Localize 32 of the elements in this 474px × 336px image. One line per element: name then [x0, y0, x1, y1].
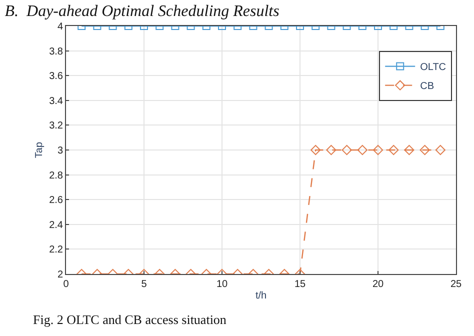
point [404, 144, 414, 156]
point [326, 144, 336, 156]
y-tick-label: 2 [57, 270, 64, 280]
x-tick-label: 5 [141, 279, 148, 290]
x-axis-title: t/h [255, 290, 267, 302]
point [372, 144, 384, 156]
y-tick-label: 3 [57, 146, 64, 156]
x-tick-label: 15 [294, 279, 306, 290]
y-tick-label: 3.6 [49, 71, 64, 82]
y-tick-label: 4 [57, 22, 64, 32]
x-tick-label: 0 [63, 279, 70, 290]
point [310, 144, 321, 156]
legend-label: OLTC [420, 62, 446, 74]
point [420, 144, 430, 156]
point [342, 144, 352, 156]
y-tick-label: 2.2 [49, 244, 64, 256]
y-tick-label: 2.4 [49, 220, 64, 231]
y-tick-label: 3.8 [49, 46, 64, 58]
y-tick-label: 2.6 [49, 195, 64, 206]
chart-title: B. Day-ahead Optimal Scheduling Results [4, 3, 280, 20]
x-tick-label: 10 [216, 279, 228, 290]
point [388, 144, 399, 156]
x-tick-label: 25 [450, 279, 462, 290]
point [435, 144, 446, 156]
caption: Fig. 2 OLTC and CB access situation [33, 312, 227, 327]
x-tick-label: 20 [372, 279, 384, 290]
point [357, 144, 368, 156]
y-axis-title: Tap [34, 142, 46, 158]
y-tick-label: 2.8 [49, 170, 64, 182]
y-tick-label: 3.4 [49, 96, 64, 107]
y-tick-label: 3.2 [49, 120, 64, 132]
legend-label: CB [420, 81, 434, 92]
